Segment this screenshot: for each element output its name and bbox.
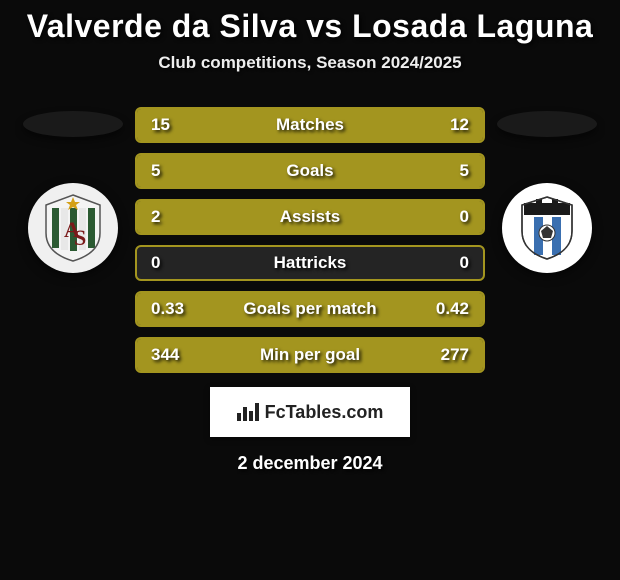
player-base-left	[23, 111, 123, 137]
stat-row: 344Min per goal277	[135, 337, 485, 373]
crest-left-icon: A S	[38, 193, 108, 263]
page-subtitle: Club competitions, Season 2024/2025	[158, 53, 461, 73]
stat-value-right: 0	[423, 207, 483, 227]
stat-value-left: 15	[137, 115, 197, 135]
stat-row: 0.33Goals per match0.42	[135, 291, 485, 327]
stat-row: 15Matches12	[135, 107, 485, 143]
stat-row: 5Goals5	[135, 153, 485, 189]
stat-value-right: 0.42	[423, 299, 483, 319]
crest-right-icon	[512, 193, 582, 263]
left-player-col: A S	[23, 107, 123, 273]
stat-value-left: 0	[137, 253, 197, 273]
stat-value-right: 5	[423, 161, 483, 181]
stat-value-left: 5	[137, 161, 197, 181]
svg-text:S: S	[74, 225, 86, 250]
stat-row: 2Assists0	[135, 199, 485, 235]
stat-value-right: 0	[423, 253, 483, 273]
date-text: 2 december 2024	[237, 453, 382, 474]
stat-value-left: 2	[137, 207, 197, 227]
main-area: A S 15Matches125Goals52Assists00Hattrick…	[0, 107, 620, 373]
stat-label: Min per goal	[197, 345, 423, 365]
logo-chart-icon	[237, 403, 259, 421]
infographic-container: Valverde da Silva vs Losada Laguna Club …	[0, 0, 620, 580]
page-title: Valverde da Silva vs Losada Laguna	[27, 8, 594, 45]
player-base-right	[497, 111, 597, 137]
stat-row: 0Hattricks0	[135, 245, 485, 281]
stat-label: Assists	[197, 207, 423, 227]
stat-value-right: 12	[423, 115, 483, 135]
stat-value-left: 344	[137, 345, 197, 365]
club-crest-right	[502, 183, 592, 273]
stat-label: Goals per match	[197, 299, 423, 319]
stat-value-right: 277	[423, 345, 483, 365]
fctables-logo: FcTables.com	[210, 387, 410, 437]
stat-value-left: 0.33	[137, 299, 197, 319]
stat-label: Matches	[197, 115, 423, 135]
logo-text: FcTables.com	[265, 402, 384, 423]
stat-label: Goals	[197, 161, 423, 181]
club-crest-left: A S	[28, 183, 118, 273]
stat-label: Hattricks	[197, 253, 423, 273]
right-player-col	[497, 107, 597, 273]
stats-column: 15Matches125Goals52Assists00Hattricks00.…	[135, 107, 485, 373]
